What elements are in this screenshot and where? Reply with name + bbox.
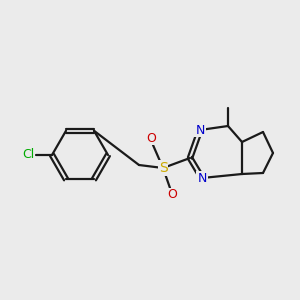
- Text: O: O: [146, 131, 156, 145]
- Text: N: N: [197, 172, 207, 184]
- Text: O: O: [167, 188, 177, 202]
- Text: N: N: [195, 124, 205, 136]
- Text: S: S: [159, 161, 167, 175]
- Text: Cl: Cl: [22, 148, 34, 161]
